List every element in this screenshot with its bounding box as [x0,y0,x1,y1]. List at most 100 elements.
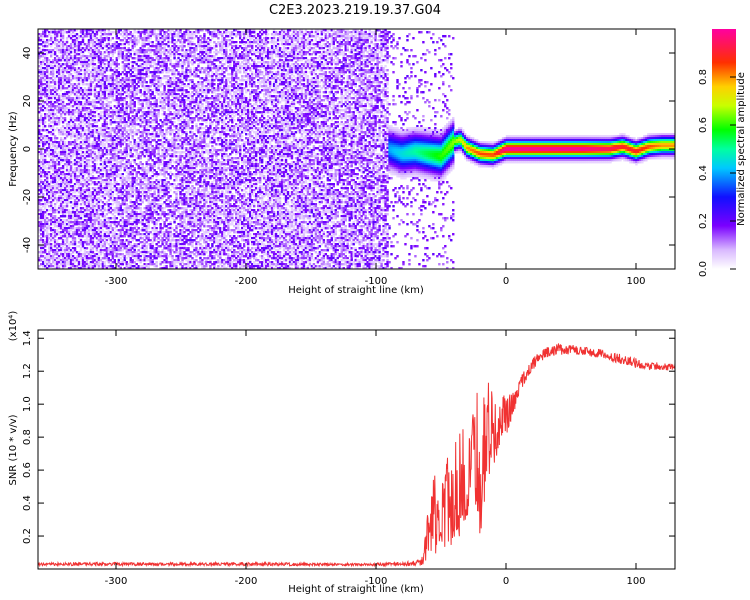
heatmap-cell [51,85,55,88]
heatmap-cell [53,87,57,90]
heatmap-cell [65,129,69,132]
heatmap-cell [47,257,51,260]
heatmap-cell [79,125,83,128]
heatmap-cell [57,191,61,194]
heatmap-cell [47,111,51,114]
heatmap-cell [57,65,61,68]
heatmap-cell [43,149,47,152]
heatmap-cell [51,191,55,194]
heatmap-cell [75,159,79,162]
heatmap-cell [49,205,53,208]
heatmap-cell [75,127,79,130]
heatmap-cell [41,203,45,206]
heatmap-cell [63,153,67,156]
heatmap-cell [41,89,45,92]
heatmap-cell [83,113,87,116]
heatmap-cell [79,257,83,260]
heatmap-cell [43,75,47,78]
heatmap-cell [79,103,83,106]
heatmap-cell [69,179,73,182]
heatmap-cell [85,181,89,184]
heatmap-cell [69,79,73,82]
heatmap-cell [85,211,89,214]
heatmap-cell [38,165,41,168]
heatmap-cell [61,243,65,246]
heatmap-cell [59,191,63,194]
heatmap-cell [77,237,81,240]
heatmap-cell [51,157,55,160]
heatmap-cell [59,219,63,222]
heatmap-cell [41,165,45,168]
heatmap-cell [65,203,69,206]
heatmap-cell [67,223,71,226]
heatmap-cell [79,141,83,144]
heatmap-cell [49,131,53,134]
heatmap-cell [38,61,41,64]
heatmap-cell [45,199,49,202]
heatmap-cell [85,205,89,208]
heatmap-cell [49,153,53,156]
heatmap-cell [87,193,91,196]
heatmap-cell [43,183,47,186]
heatmap-cell [41,169,45,172]
heatmap-cell [59,173,63,176]
heatmap-cell [65,69,69,72]
heatmap-cell [53,119,57,122]
heatmap-cell [57,73,61,76]
heatmap-cell [65,49,69,52]
heatmap-cell [49,85,53,88]
heatmap-cell [57,151,61,154]
heatmap-cell [85,267,89,270]
heatmap-cell [77,199,81,202]
heatmap-cell [57,107,61,110]
heatmap-cell [67,53,71,56]
heatmap-cell [77,175,81,178]
heatmap-cell [51,227,55,230]
heatmap-cell [51,159,55,162]
heatmap-cell [79,115,83,118]
heatmap-cell [85,241,89,244]
heatmap-cell [83,161,87,164]
heatmap-cell [55,259,59,262]
heatmap-cell [57,185,61,188]
heatmap-cell [87,199,91,202]
heatmap-cell [59,63,63,66]
heatmap-cell [63,137,67,140]
heatmap-cell [77,165,81,168]
heatmap-cell [47,265,51,268]
heatmap-cell [45,175,49,178]
heatmap-cell [71,59,75,62]
heatmap-cell [81,91,85,94]
heatmap-cell [147,227,150,230]
heatmap-cell [59,263,63,266]
heatmap-cell [79,89,83,92]
heatmap-cell [39,151,43,154]
heatmap-cell [51,95,55,98]
heatmap-cell [63,181,67,184]
heatmap-cell [75,221,79,224]
heatmap-cell [85,265,89,268]
heatmap-cell [73,267,77,270]
heatmap-cell [55,197,59,200]
heatmap-cell [79,197,83,200]
heatmap-cell [55,263,59,266]
heatmap-cell [51,181,55,184]
heatmap-cell [87,123,91,126]
heatmap-cell [71,65,75,68]
heatmap-cell [79,59,83,62]
heatmap-cell [38,193,41,196]
heatmap-cell [61,215,65,218]
heatmap-cell [45,209,49,212]
heatmap-cell [69,129,73,132]
heatmap-cell [49,111,53,114]
heatmap-cell [45,229,49,232]
heatmap-cell [79,215,83,218]
heatmap-cell [85,219,89,222]
heatmap-cell [79,193,83,196]
heatmap-cell [77,215,81,218]
heatmap-cell [57,109,61,112]
heatmap-cell [71,97,75,100]
heatmap-cell [49,229,53,232]
heatmap-cell [73,33,77,36]
heatmap-cell [51,215,55,218]
